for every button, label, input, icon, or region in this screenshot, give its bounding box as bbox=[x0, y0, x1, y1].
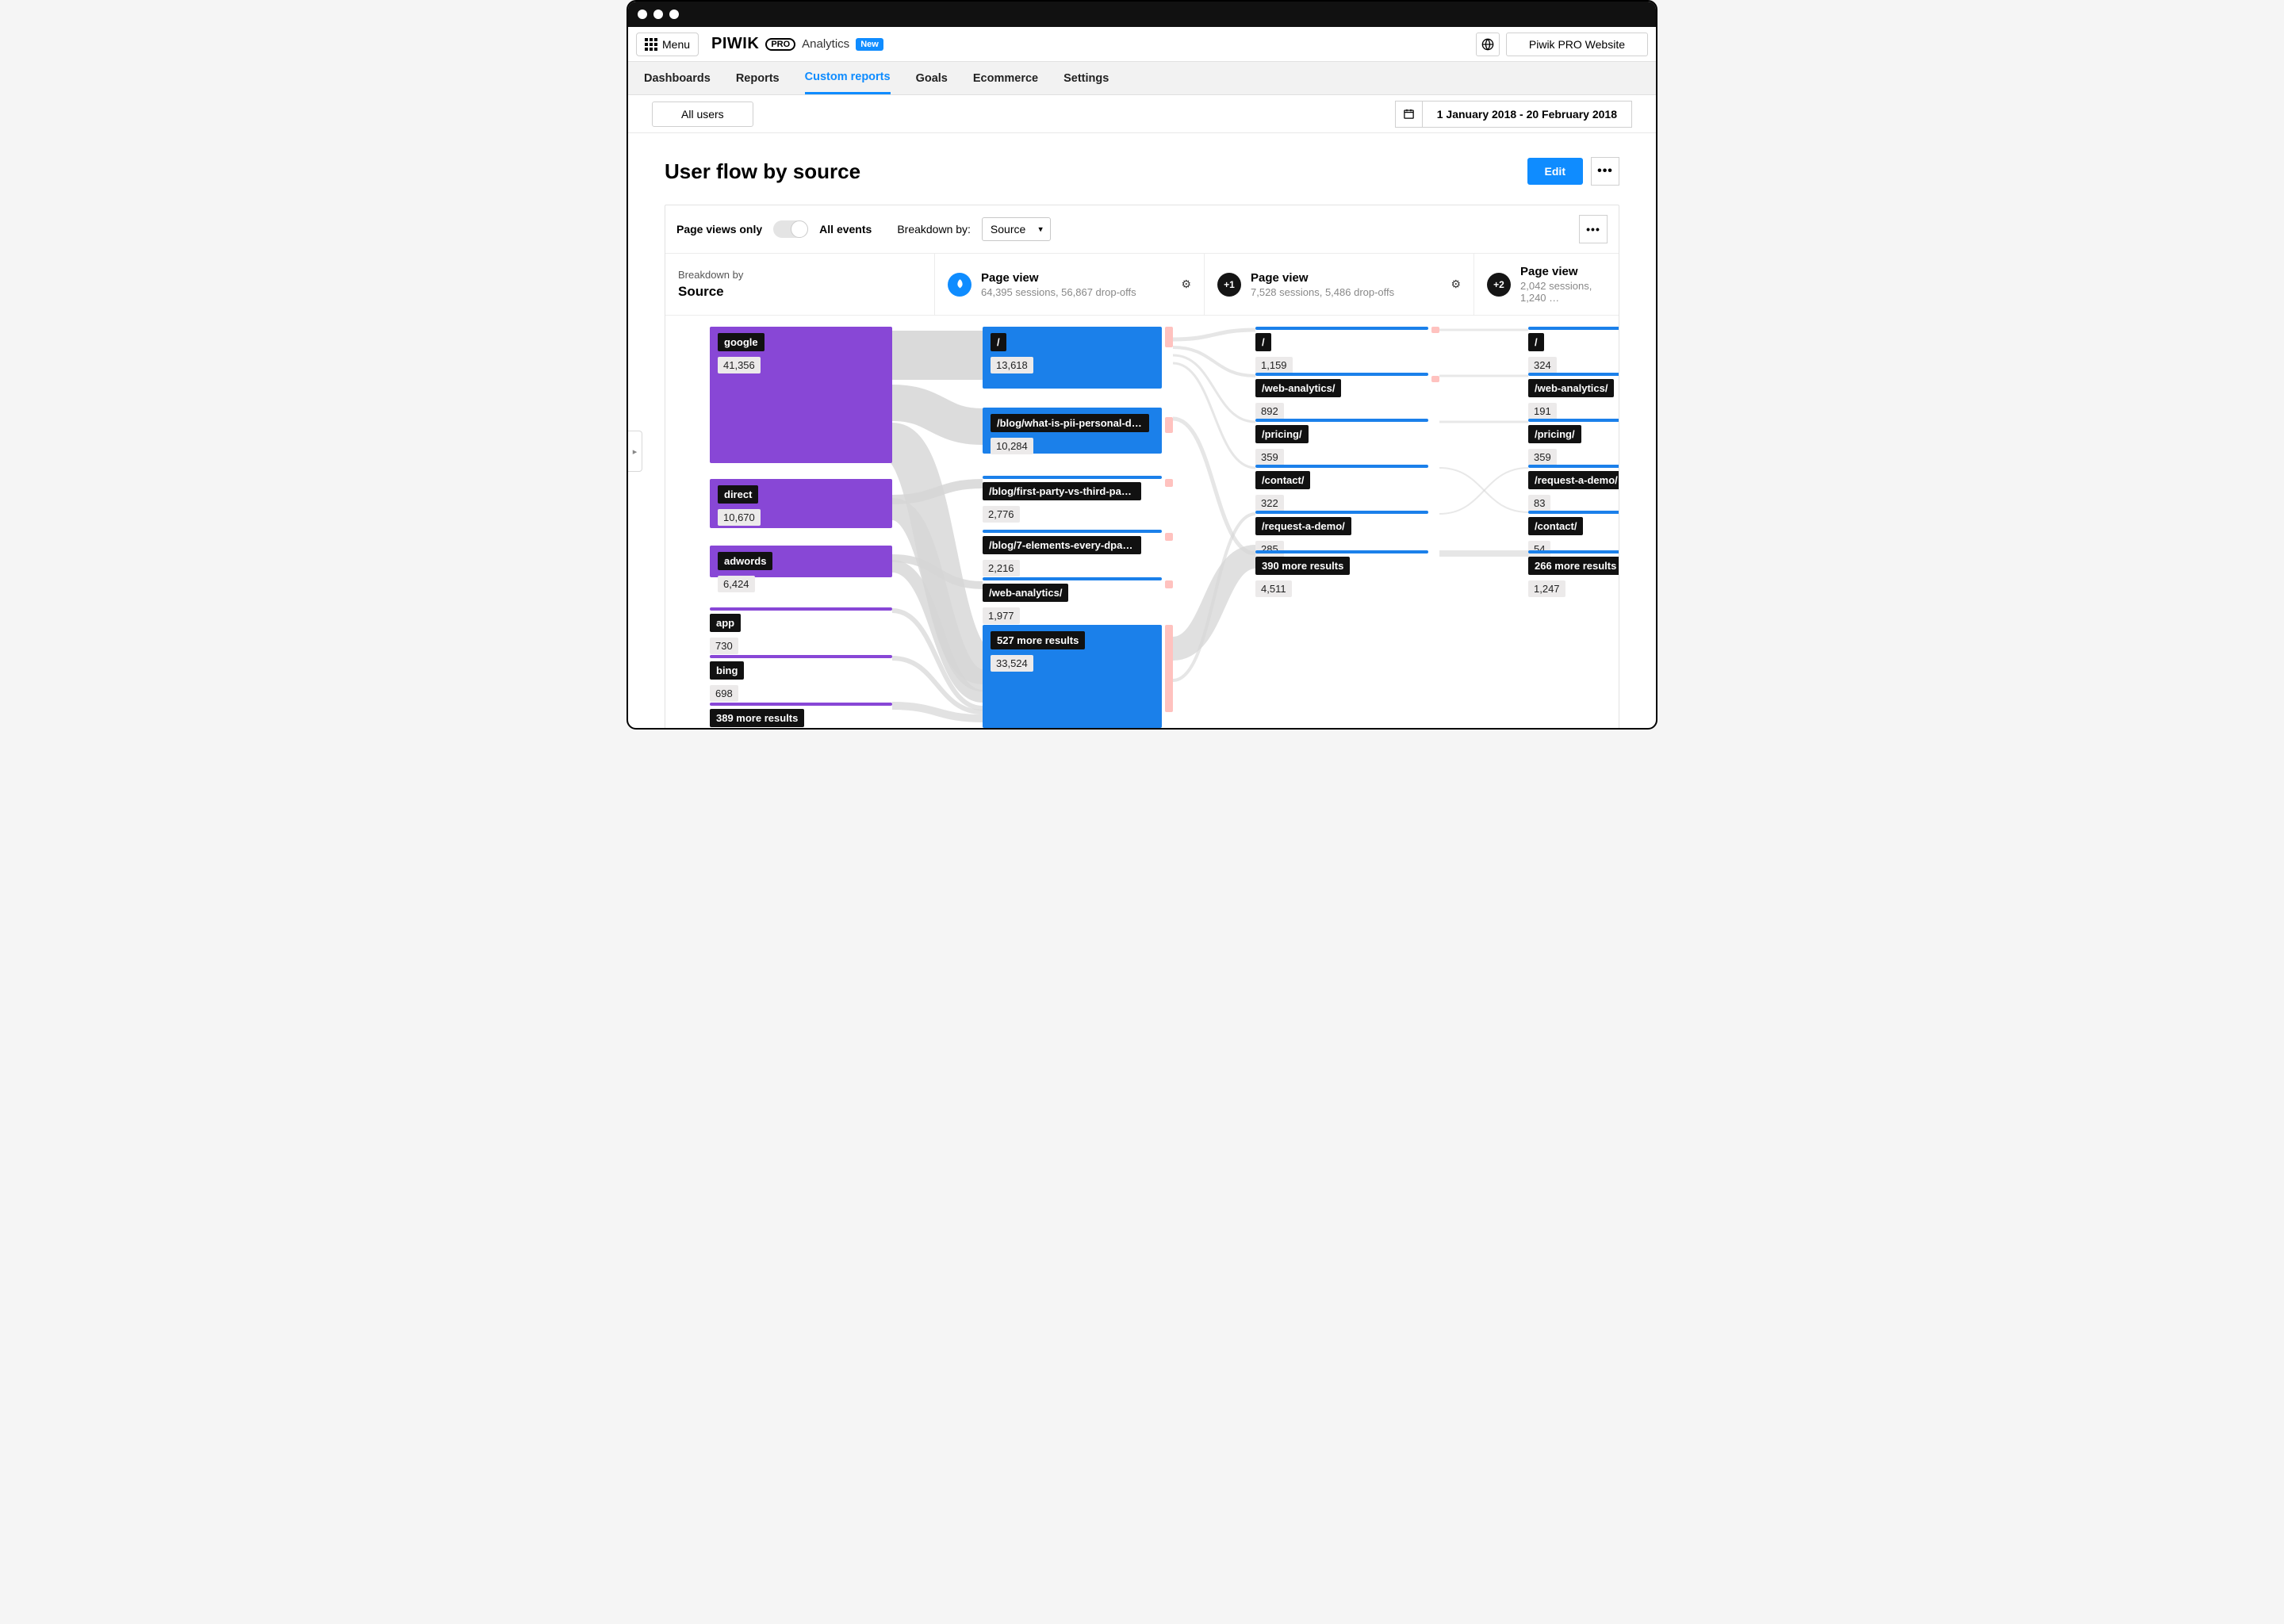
nav-bar: Dashboards Reports Custom reports Goals … bbox=[628, 62, 1656, 95]
breakdown-label: Breakdown by: bbox=[897, 223, 971, 236]
traffic-maximize[interactable] bbox=[669, 10, 679, 19]
sankey-node[interactable]: direct10,670 bbox=[710, 479, 892, 528]
dropoff-indicator bbox=[1431, 376, 1439, 382]
traffic-close[interactable] bbox=[638, 10, 647, 19]
column-step-2: +1 Page view 7,528 sessions, 5,486 drop-… bbox=[1205, 254, 1474, 315]
sankey-node[interactable]: /pricing/359 bbox=[1255, 419, 1428, 465]
main-menu-button[interactable]: Menu bbox=[636, 33, 699, 56]
more-button[interactable]: ••• bbox=[1591, 157, 1619, 186]
sankey-node[interactable]: /324 bbox=[1528, 327, 1619, 373]
gear-icon[interactable]: ⚙ bbox=[1450, 278, 1461, 291]
brand: PIWIK PRO Analytics New bbox=[711, 35, 883, 53]
dropoff-indicator bbox=[1165, 417, 1173, 433]
toggle-left-label: Page views only bbox=[676, 223, 762, 236]
traffic-minimize[interactable] bbox=[653, 10, 663, 19]
page-title: User flow by source bbox=[665, 159, 1527, 184]
nav-custom-reports[interactable]: Custom reports bbox=[805, 62, 891, 94]
window-title-bar bbox=[628, 2, 1656, 27]
sankey-diagram: google41,356 direct10,670 adwords6,424 app7… bbox=[665, 316, 1619, 728]
dropoff-indicator bbox=[1165, 327, 1173, 347]
toolbar-more-button[interactable]: ••• bbox=[1579, 215, 1608, 243]
globe-button[interactable] bbox=[1476, 33, 1500, 56]
sankey-node[interactable]: /request-a-demo/83 bbox=[1528, 465, 1619, 511]
sankey-node[interactable]: /blog/7-elements-every-dpa-…2,216 bbox=[983, 530, 1162, 576]
menu-label: Menu bbox=[662, 38, 690, 51]
dropoff-indicator bbox=[1165, 533, 1173, 541]
sankey-node[interactable]: 266 more results1,247 bbox=[1528, 550, 1619, 597]
nav-dashboards[interactable]: Dashboards bbox=[644, 63, 711, 94]
sankey-node[interactable]: /1,159 bbox=[1255, 327, 1428, 373]
nav-goals[interactable]: Goals bbox=[916, 63, 948, 94]
sankey-node[interactable]: /blog/what-is-pii-personal-da…10,284 bbox=[983, 408, 1162, 454]
sankey-node[interactable]: /blog/first-party-vs-third-part…2,776 bbox=[983, 476, 1162, 523]
expand-handle[interactable]: ▸ bbox=[628, 431, 642, 472]
nav-settings[interactable]: Settings bbox=[1063, 63, 1109, 94]
dropoff-indicator bbox=[1165, 580, 1173, 588]
sankey-node[interactable]: 527 more results33,524 bbox=[983, 625, 1162, 728]
brand-logo: PIWIK bbox=[711, 35, 759, 53]
sankey-node[interactable]: 390 more results4,511 bbox=[1255, 550, 1428, 597]
edit-button[interactable]: Edit bbox=[1527, 158, 1583, 185]
sankey-node[interactable]: app730 bbox=[710, 607, 892, 654]
brand-suffix: PRO bbox=[765, 38, 795, 51]
date-picker[interactable]: 1 January 2018 - 20 February 2018 bbox=[1395, 101, 1632, 128]
date-range-label: 1 January 2018 - 20 February 2018 bbox=[1422, 101, 1632, 128]
grid-icon bbox=[645, 38, 657, 51]
new-badge: New bbox=[856, 38, 883, 51]
dropoff-indicator bbox=[1165, 625, 1173, 712]
events-toggle[interactable] bbox=[773, 220, 808, 238]
sankey-node[interactable]: adwords6,424 bbox=[710, 546, 892, 577]
site-selector[interactable]: Piwik PRO Website bbox=[1506, 33, 1648, 56]
nav-ecommerce[interactable]: Ecommerce bbox=[973, 63, 1038, 94]
sankey-node[interactable]: google41,356 bbox=[710, 327, 892, 463]
dropoff-indicator bbox=[1165, 479, 1173, 487]
column-step-1: Page view 64,395 sessions, 56,867 drop-o… bbox=[935, 254, 1205, 315]
step-badge: +2 bbox=[1487, 273, 1511, 297]
calendar-icon bbox=[1395, 101, 1422, 128]
globe-icon bbox=[1481, 38, 1494, 51]
toggle-right-label: All events bbox=[819, 223, 872, 236]
sankey-node[interactable]: /contact/322 bbox=[1255, 465, 1428, 511]
step-badge: +1 bbox=[1217, 273, 1241, 297]
nav-reports[interactable]: Reports bbox=[736, 63, 780, 94]
sankey-node[interactable]: bing698 bbox=[710, 655, 892, 702]
sankey-node[interactable]: /pricing/359 bbox=[1528, 419, 1619, 465]
gear-icon[interactable]: ⚙ bbox=[1181, 278, 1191, 291]
sankey-node[interactable]: /web-analytics/191 bbox=[1528, 373, 1619, 419]
sankey-node[interactable]: /web-analytics/1,977 bbox=[983, 577, 1162, 624]
segment-button[interactable]: All users bbox=[652, 102, 753, 127]
product-name: Analytics bbox=[802, 37, 849, 51]
breakdown-select[interactable]: Source bbox=[982, 217, 1051, 241]
column-breakdown: Breakdown by Source bbox=[665, 254, 935, 315]
column-step-3: +2 Page view 2,042 sessions, 1,240 … bbox=[1474, 254, 1619, 315]
sankey-node[interactable]: 389 more results4,517 bbox=[710, 703, 892, 728]
rocket-icon bbox=[948, 273, 971, 297]
sankey-node[interactable]: /13,618 bbox=[983, 327, 1162, 389]
sankey-node[interactable]: /web-analytics/892 bbox=[1255, 373, 1428, 419]
dropoff-indicator bbox=[1431, 327, 1439, 333]
